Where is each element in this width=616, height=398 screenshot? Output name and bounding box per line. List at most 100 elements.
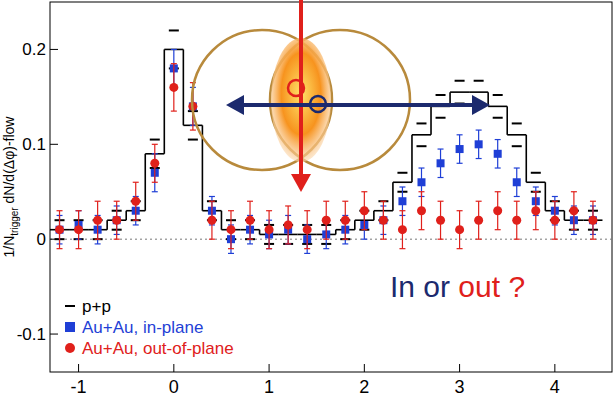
error-cap [533, 229, 539, 230]
legend-label: Au+Au, out-of-plane [82, 339, 234, 358]
error-cap [285, 243, 291, 244]
error-cap [342, 239, 348, 240]
annotation: In or out ? [390, 270, 525, 303]
marker [475, 140, 483, 148]
marker [474, 216, 483, 225]
error-cap [133, 224, 139, 225]
chart: -101234-0.100.10.21/Ntrigger dN/d(Δφ)-fl… [0, 0, 616, 398]
error-cap [95, 239, 101, 240]
y-label-sub: trigger [9, 207, 20, 236]
error-cap [495, 167, 501, 168]
error-cap [418, 167, 424, 168]
error-cap [399, 248, 405, 249]
y-tick-label: 0 [37, 230, 46, 249]
step-riser [564, 211, 566, 220]
step-riser [221, 211, 223, 230]
out-arrow [299, 0, 303, 176]
step-riser [125, 211, 127, 220]
error-cap [133, 182, 139, 183]
error-cap [495, 229, 501, 230]
step-riser [183, 49, 185, 125]
marker [379, 216, 388, 225]
error-cap [247, 239, 253, 240]
x-tick [173, 364, 174, 372]
step-riser [525, 135, 527, 182]
in-arrow [240, 103, 474, 107]
error-cap [76, 248, 82, 249]
y-tick [50, 49, 58, 50]
step-bin [507, 134, 526, 136]
error-cap [304, 210, 310, 211]
error-cap [418, 191, 424, 192]
step-riser [164, 49, 166, 153]
y-label-main: 1/N [1, 236, 17, 258]
error-cap [436, 94, 446, 96]
error-cap [114, 201, 120, 202]
error-cap [169, 29, 179, 31]
error-cap [438, 148, 444, 149]
legend-key [65, 343, 75, 353]
arrow-head [472, 95, 490, 115]
step-riser [354, 220, 356, 229]
error-cap [533, 191, 539, 192]
error-cap [266, 248, 272, 249]
marker [531, 206, 540, 215]
step-bin [450, 91, 469, 93]
step-bin [393, 181, 412, 183]
step-bin [164, 49, 183, 51]
marker [322, 216, 331, 225]
error-cap [438, 201, 444, 202]
x-tick-label: 1 [264, 377, 274, 397]
error-cap [152, 182, 158, 183]
error-cap [188, 139, 198, 141]
error-cap [397, 172, 407, 174]
error-cap [304, 253, 310, 254]
x-tick-label: 2 [359, 377, 369, 397]
error-cap [361, 229, 367, 230]
marker [56, 226, 64, 234]
error-cap [57, 248, 63, 249]
annotation-part: out ? [450, 270, 525, 303]
error-cap [590, 239, 596, 240]
legend-key [65, 322, 75, 332]
error-cap [266, 248, 272, 249]
y-tick [50, 144, 58, 145]
marker [398, 225, 407, 234]
plot-frame [50, 2, 612, 372]
error-cap [247, 201, 253, 202]
marker [569, 206, 578, 215]
error-cap [495, 191, 501, 192]
error-cap [512, 145, 522, 147]
error-cap [133, 220, 139, 221]
x-tick [459, 364, 460, 372]
x-tick [269, 364, 270, 372]
marker [512, 216, 521, 225]
marker [341, 216, 350, 225]
error-cap [323, 201, 329, 202]
marker [494, 150, 502, 158]
error-cap [476, 158, 482, 159]
legend-label: p+p [82, 297, 111, 316]
y-label-rest: dN/d(Δφ)-flow [1, 116, 17, 208]
marker [246, 216, 255, 225]
error-bar [514, 168, 520, 196]
error-cap [493, 94, 503, 96]
error-cap [552, 201, 558, 202]
error-cap [323, 239, 329, 240]
error-cap [171, 63, 177, 64]
nucleus [270, 30, 410, 170]
series-0 [50, 30, 602, 243]
error-cap [342, 201, 348, 202]
error-cap [342, 243, 348, 244]
error-cap [474, 80, 484, 82]
error-cap [150, 139, 160, 141]
step-bin [526, 181, 545, 183]
error-cap [285, 243, 291, 244]
error-cap [209, 196, 215, 197]
marker [589, 216, 597, 224]
step-riser [411, 135, 413, 182]
marker [169, 83, 178, 92]
marker [226, 225, 235, 234]
nucleus [192, 30, 332, 170]
error-cap [190, 129, 196, 130]
